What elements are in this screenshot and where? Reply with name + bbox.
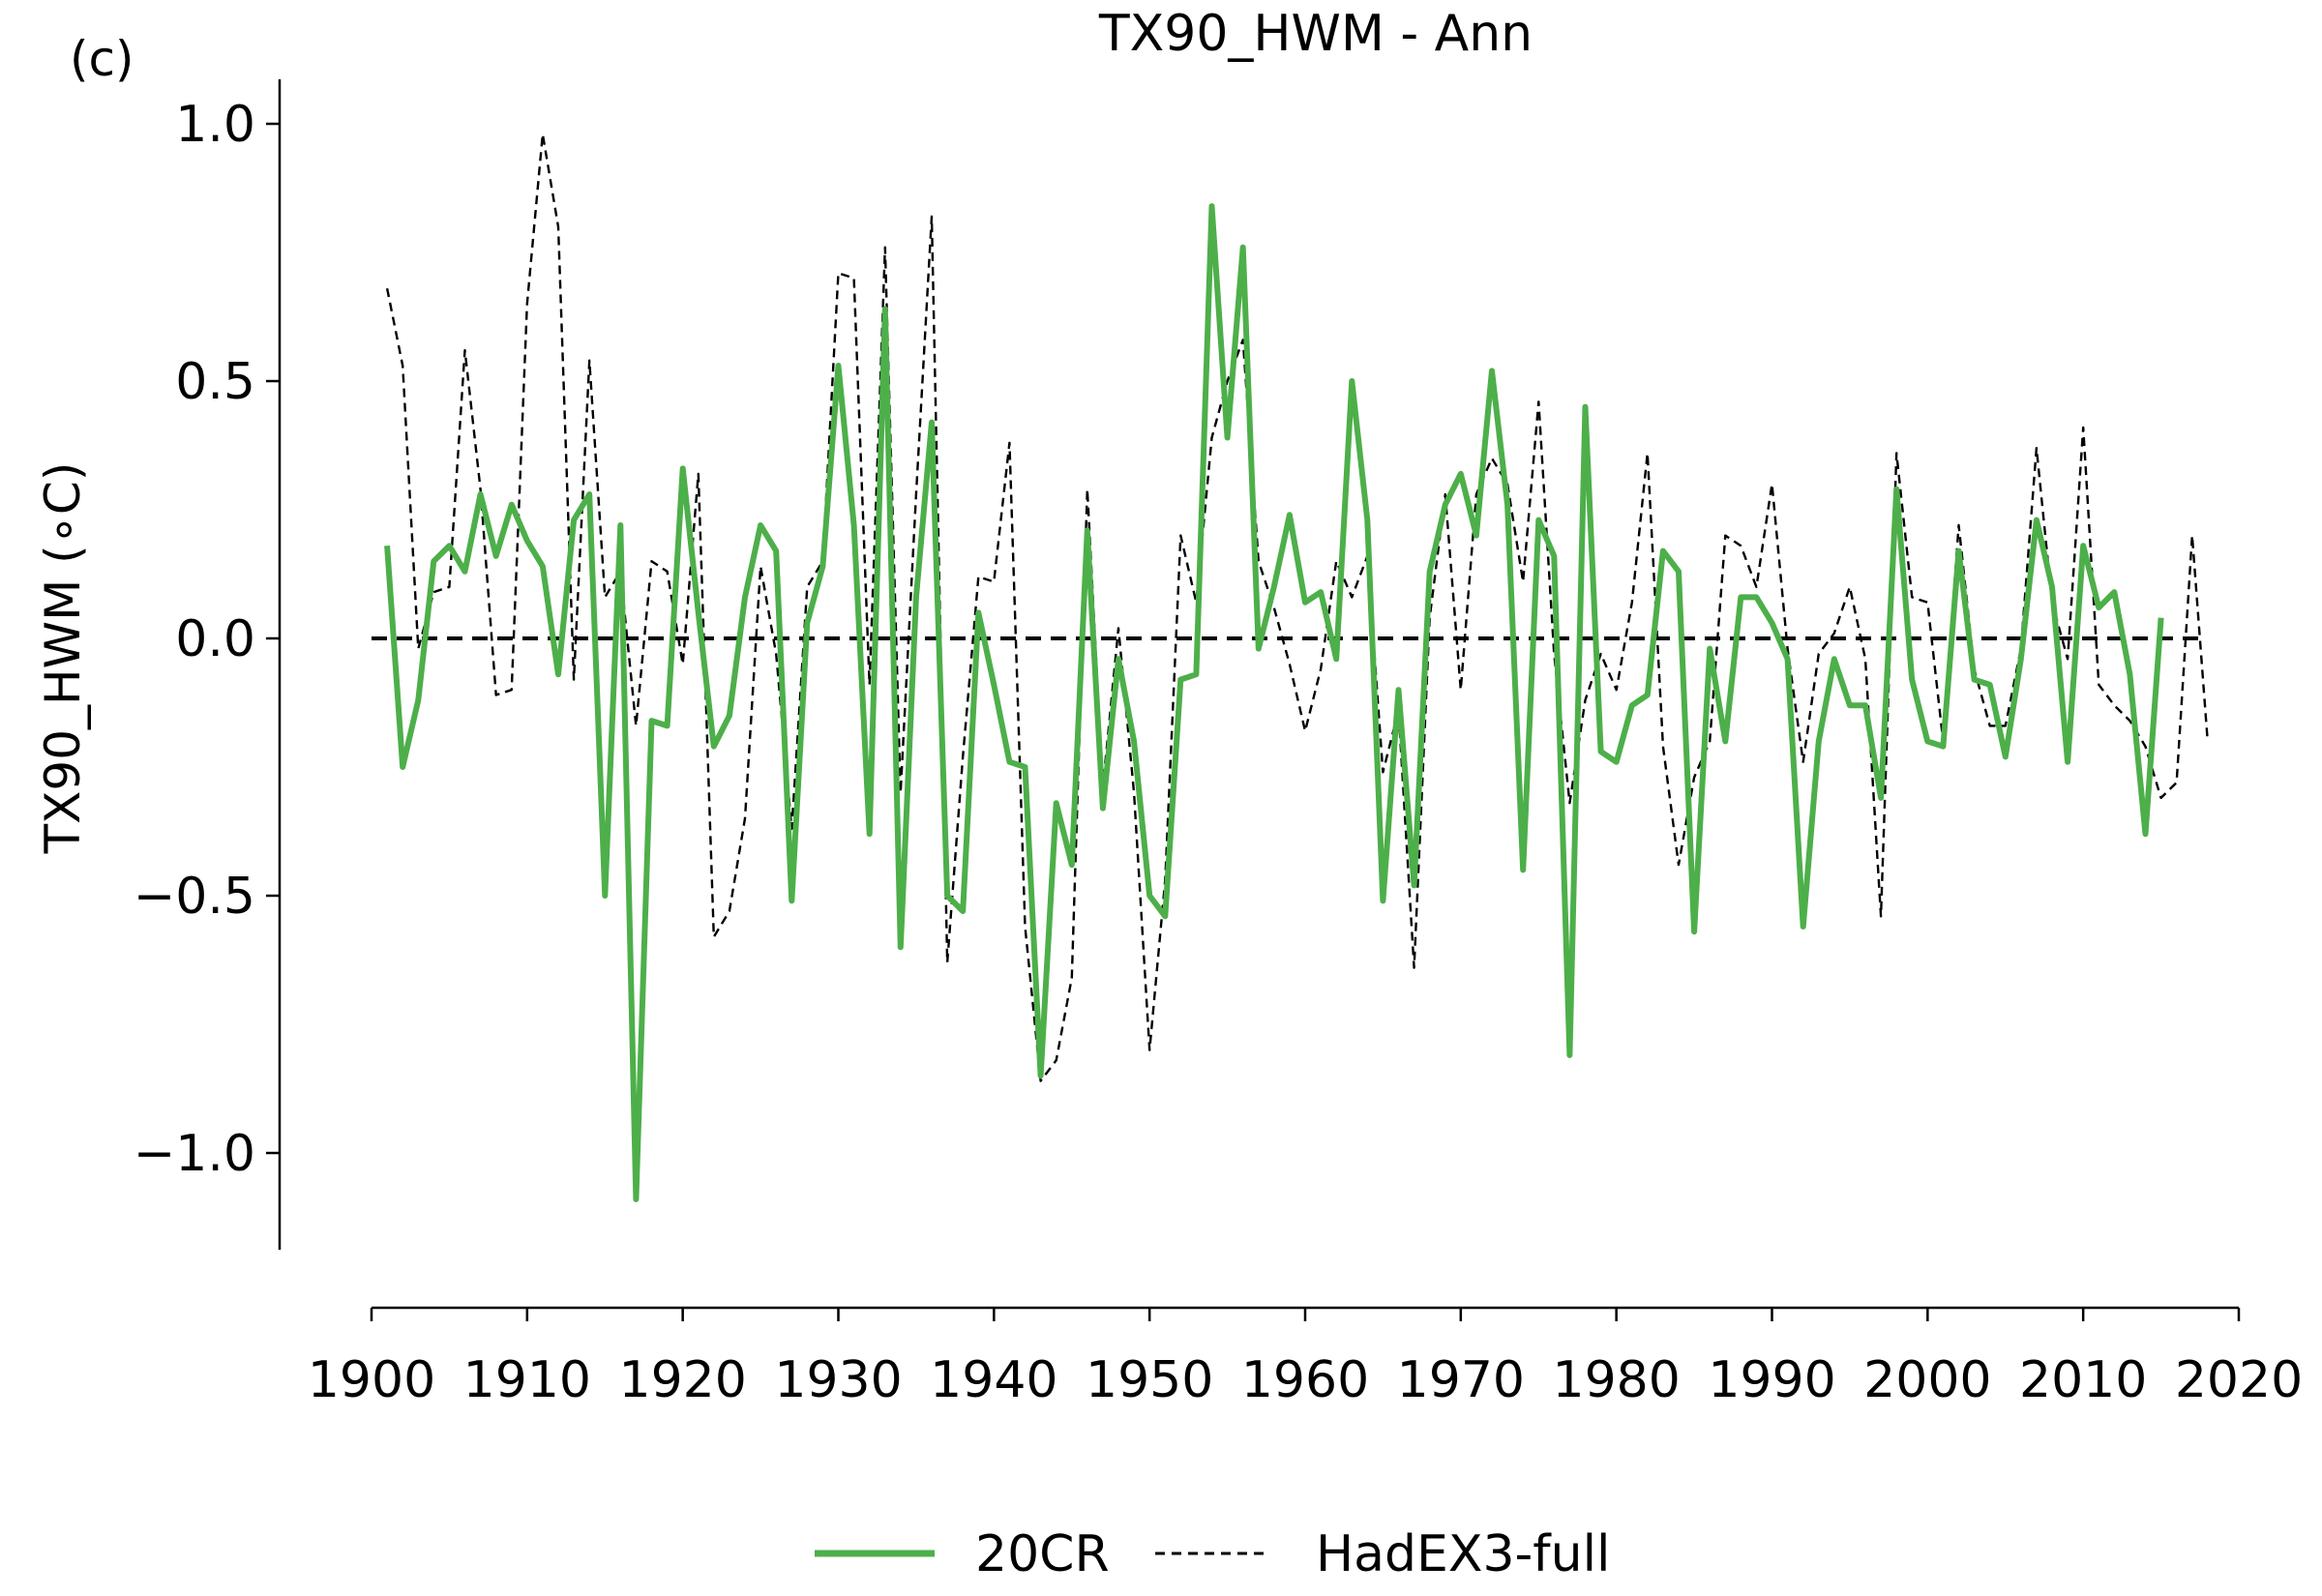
y-axis-ticks: 1.0 0.5 0.0 −0.5 −1.0 <box>134 96 280 1183</box>
series-line-20cr <box>384 203 2164 1202</box>
panel-label: (c) <box>70 31 134 87</box>
plot-area <box>372 133 2209 1202</box>
y-tick-label: 1.0 <box>175 96 255 154</box>
x-tick-label: 1930 <box>774 1351 902 1409</box>
legend-label-20cr: 20CR <box>975 1525 1110 1583</box>
legend-label-hadex3-full: HadEX3-full <box>1316 1525 1610 1583</box>
y-tick-label: −1.0 <box>134 1125 255 1183</box>
x-tick-label: 1910 <box>463 1351 591 1409</box>
x-tick-label: 1950 <box>1086 1351 1213 1409</box>
series-line-hadex3-full <box>385 133 2209 1082</box>
x-tick-label: 1940 <box>930 1351 1057 1409</box>
legend: 20CR HadEX3-full <box>815 1525 1610 1583</box>
x-tick-label: 1960 <box>1241 1351 1369 1409</box>
x-tick-label: 2010 <box>2019 1351 2147 1409</box>
x-tick-label: 1970 <box>1397 1351 1525 1409</box>
x-tick-label: 2020 <box>2175 1351 2303 1409</box>
x-tick-label: 1990 <box>1708 1351 1835 1409</box>
y-tick-label: 0.0 <box>175 610 255 668</box>
y-axis-label: TX90_HWM (∘C) <box>35 462 91 855</box>
y-tick-label: 0.5 <box>175 353 255 411</box>
chart-title: TX90_HWM - Ann <box>1098 5 1533 63</box>
x-tick-label: 1920 <box>618 1351 746 1409</box>
x-tick-label: 1900 <box>308 1351 435 1409</box>
x-axis-ticks: 1900 1910 1920 1930 1940 1950 1960 1970 1980 1990… <box>308 1308 2303 1409</box>
x-tick-label: 1980 <box>1552 1351 1680 1409</box>
x-tick-label: 2000 <box>1863 1351 1991 1409</box>
y-tick-label: −0.5 <box>134 868 255 926</box>
